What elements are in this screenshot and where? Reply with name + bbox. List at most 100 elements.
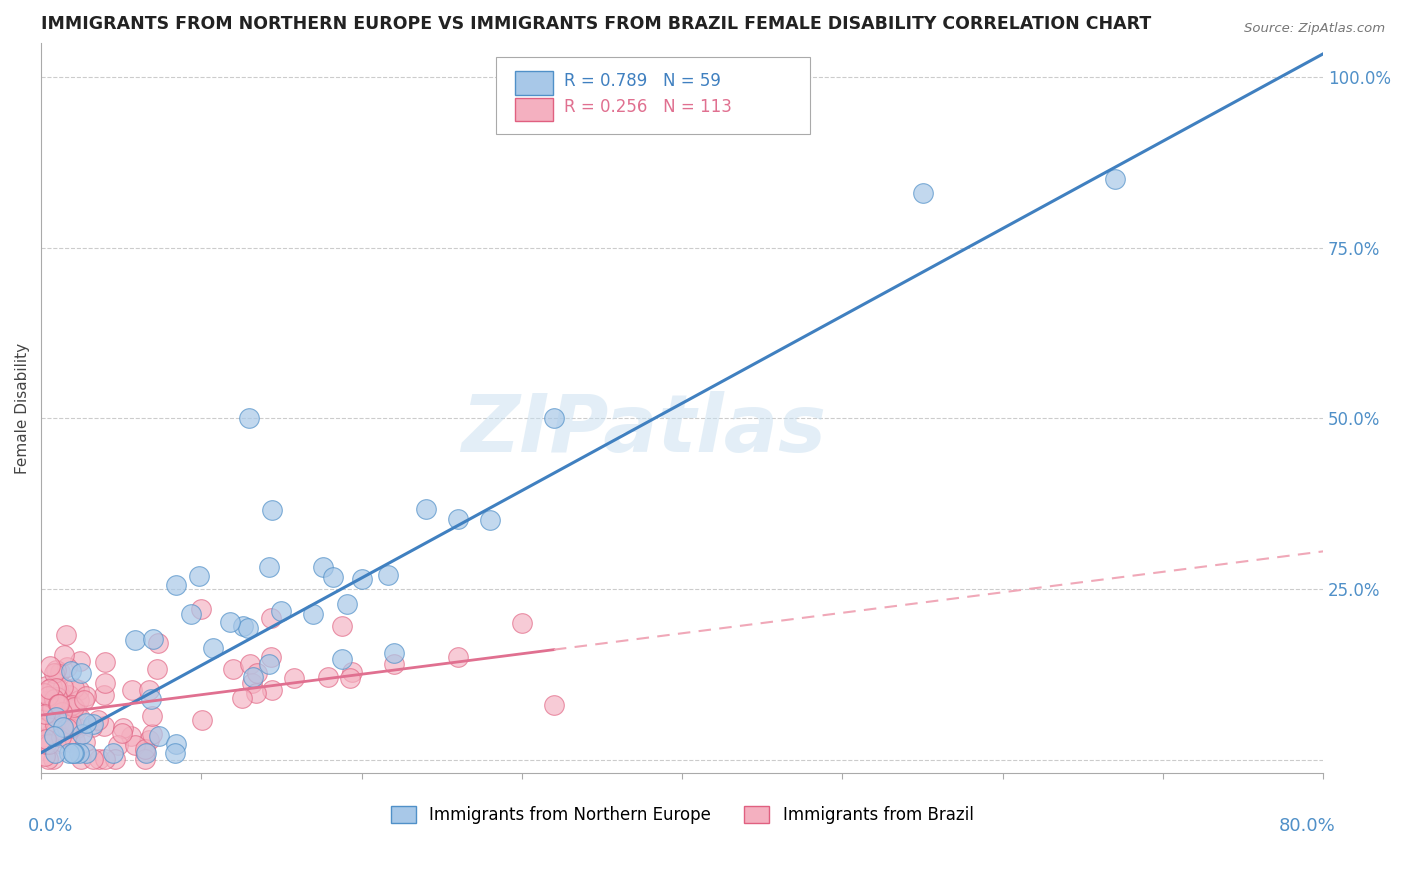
Point [231,690,253,705]
Point [44,718,66,732]
Point [62,700,84,714]
Point [69,752,91,766]
Text: IMMIGRANTS FROM NORTHERN EUROPE VS IMMIGRANTS FROM BRAZIL FEMALE DISABILITY CORR: IMMIGRANTS FROM NORTHERN EUROPE VS IMMIG… [41,15,1152,33]
Point [42,665,65,680]
Point [35,731,58,746]
Point [911,186,934,200]
Point [339,671,361,685]
Point [134,752,156,766]
Point [58,688,80,702]
FancyBboxPatch shape [496,57,810,134]
Point [107,738,129,752]
Point [82,717,104,731]
Point [236,621,259,635]
Point [139,692,162,706]
Point [45,681,67,695]
Point [111,726,134,740]
Point [260,682,283,697]
Point [135,746,157,760]
Point [55,721,77,735]
Point [63,733,86,747]
Point [35,737,58,751]
Point [38,695,60,709]
Point [49,730,72,744]
Text: R = 0.256   N = 113: R = 0.256 N = 113 [564,98,733,116]
Point [188,569,211,583]
Point [39,706,62,720]
Point [165,578,187,592]
Point [34,707,56,722]
Point [382,646,405,660]
Point [120,729,142,743]
FancyBboxPatch shape [516,97,553,121]
Point [163,746,186,760]
Point [342,665,364,679]
Point [38,717,60,731]
Point [165,738,187,752]
Point [37,752,59,766]
Point [141,709,163,723]
Point [51,705,73,719]
Point [322,570,344,584]
Point [41,701,63,715]
Point [246,665,269,680]
Point [44,746,66,760]
Point [332,618,354,632]
Point [232,619,254,633]
Point [262,503,284,517]
Point [49,665,72,680]
Point [121,683,143,698]
Point [52,680,75,694]
FancyBboxPatch shape [516,71,553,95]
Point [49,708,72,723]
Point [86,713,108,727]
Point [146,663,169,677]
Point [45,723,67,737]
Point [124,633,146,648]
Text: Source: ZipAtlas.com: Source: ZipAtlas.com [1244,22,1385,36]
Point [38,682,60,697]
Point [93,689,115,703]
Point [59,717,82,731]
Point [67,683,90,698]
Point [94,655,117,669]
Text: 80.0%: 80.0% [1279,817,1336,835]
Text: ZIPatlas: ZIPatlas [461,391,827,469]
Point [35,679,58,693]
Point [41,752,63,766]
Point [190,602,212,616]
Point [142,632,165,646]
Point [87,752,110,766]
Point [55,697,77,711]
Point [70,665,93,680]
Point [45,690,67,704]
Point [39,659,62,673]
Point [51,720,73,734]
Point [73,735,96,749]
Point [93,719,115,733]
Point [238,411,260,425]
Point [543,698,565,712]
Point [35,694,58,708]
Point [330,652,353,666]
Point [202,641,225,656]
Point [257,657,280,671]
Point [138,732,160,747]
Point [59,702,82,716]
Point [62,698,84,712]
Point [41,725,63,739]
Point [42,730,65,744]
Point [34,749,56,764]
Point [46,681,69,695]
Point [382,657,405,671]
Point [447,512,470,526]
Point [336,598,359,612]
Point [32,685,55,699]
Point [46,724,69,739]
Point [259,559,281,574]
Point [48,698,70,712]
Point [73,693,96,707]
Point [283,671,305,685]
Point [46,697,69,711]
Point [415,502,437,516]
